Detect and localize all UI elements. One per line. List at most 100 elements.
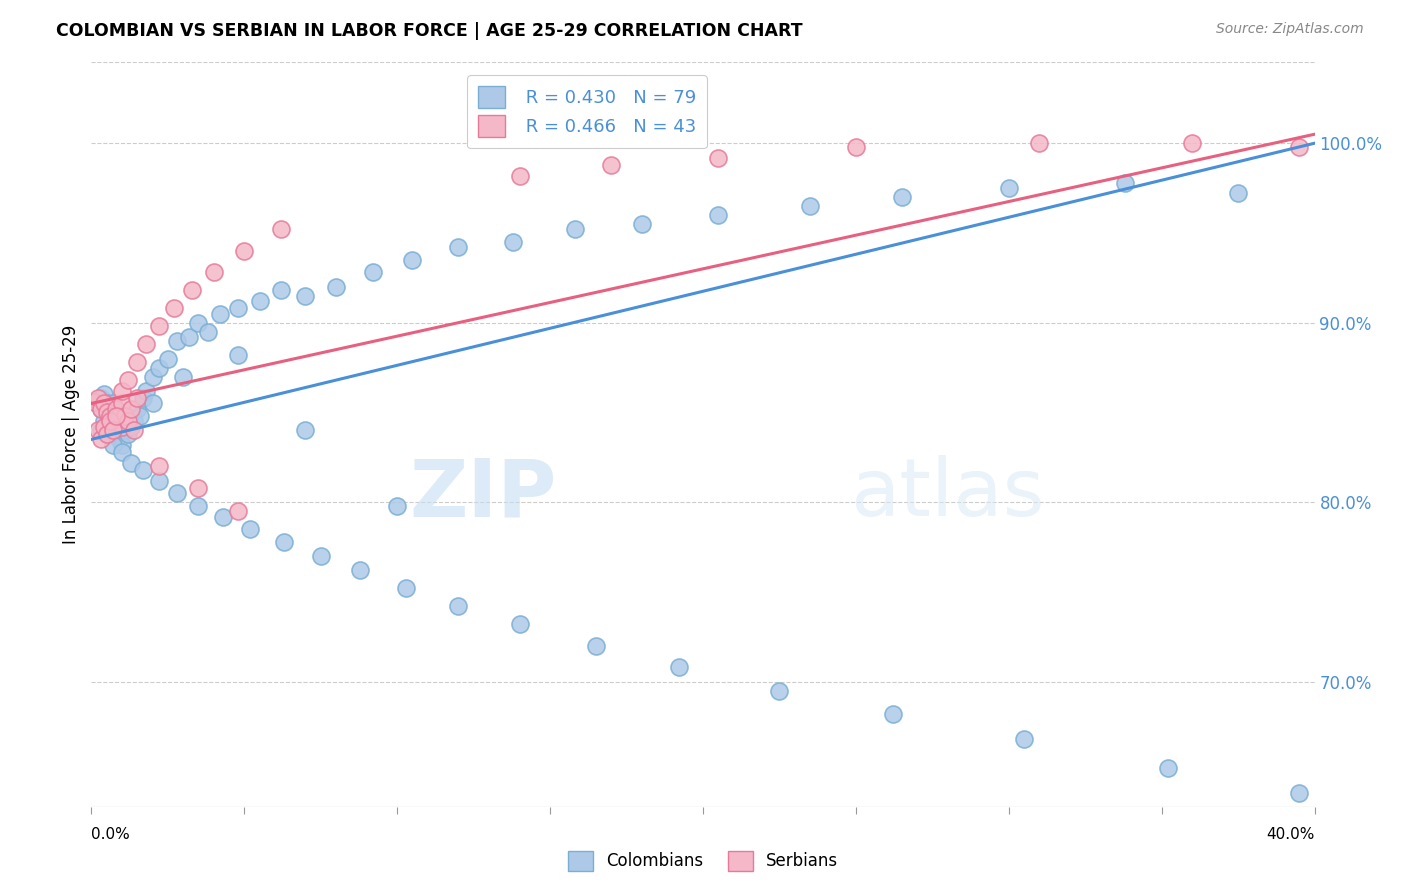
Point: [1288, 140, 1310, 154]
Point: [101, 414, 124, 428]
Point: [98, 405, 121, 419]
Point: [148, 360, 170, 375]
Point: [117, 373, 139, 387]
Point: [502, 235, 524, 249]
Point: [108, 409, 131, 423]
Point: [1114, 176, 1136, 190]
Point: [111, 409, 134, 423]
Point: [401, 252, 423, 267]
Point: [96, 396, 118, 410]
Point: [148, 474, 170, 488]
Point: [90, 423, 112, 437]
Point: [90, 401, 112, 416]
Point: [104, 409, 127, 423]
Point: [135, 384, 157, 398]
Point: [141, 396, 163, 410]
Point: [172, 369, 194, 384]
Point: [273, 534, 295, 549]
Legend:  R = 0.430   N = 79,  R = 0.466   N = 43: R = 0.430 N = 79, R = 0.466 N = 43: [467, 75, 707, 148]
Point: [111, 384, 134, 398]
Point: [208, 307, 231, 321]
Point: [239, 522, 262, 536]
Point: [98, 414, 121, 428]
Point: [93, 419, 115, 434]
Point: [86, 423, 108, 437]
Point: [509, 169, 531, 183]
Point: [111, 419, 134, 434]
Point: [98, 409, 121, 423]
Point: [270, 284, 292, 298]
Point: [294, 423, 316, 437]
Point: [120, 401, 142, 416]
Point: [122, 423, 145, 437]
Point: [361, 265, 384, 279]
Point: [117, 414, 139, 428]
Point: [114, 423, 136, 437]
Point: [117, 426, 139, 441]
Point: [111, 396, 134, 410]
Point: [1028, 136, 1050, 151]
Text: ZIP: ZIP: [409, 456, 557, 533]
Point: [181, 284, 204, 298]
Point: [395, 582, 418, 596]
Point: [93, 414, 115, 428]
Text: Source: ZipAtlas.com: Source: ZipAtlas.com: [1216, 22, 1364, 37]
Point: [600, 158, 623, 172]
Point: [668, 660, 690, 674]
Point: [707, 208, 730, 222]
Point: [101, 438, 124, 452]
Point: [1288, 786, 1310, 800]
Point: [101, 419, 124, 434]
Point: [93, 396, 115, 410]
Point: [799, 199, 821, 213]
Point: [86, 394, 108, 409]
Point: [564, 222, 586, 236]
Point: [101, 423, 124, 437]
Point: [447, 240, 470, 254]
Text: COLOMBIAN VS SERBIAN IN LABOR FORCE | AGE 25-29 CORRELATION CHART: COLOMBIAN VS SERBIAN IN LABOR FORCE | AG…: [56, 22, 803, 40]
Point: [104, 426, 127, 441]
Point: [998, 181, 1021, 195]
Point: [90, 433, 112, 447]
Point: [148, 459, 170, 474]
Point: [197, 325, 219, 339]
Point: [1181, 136, 1204, 151]
Point: [1157, 761, 1180, 775]
Point: [1227, 186, 1250, 201]
Point: [104, 409, 127, 423]
Point: [141, 369, 163, 384]
Point: [104, 401, 127, 416]
Point: [132, 391, 155, 405]
Point: [187, 481, 209, 495]
Point: [845, 140, 868, 154]
Point: [585, 639, 607, 653]
Point: [249, 294, 271, 309]
Point: [108, 433, 131, 447]
Point: [86, 391, 108, 405]
Point: [631, 217, 654, 231]
Text: 40.0%: 40.0%: [1267, 827, 1315, 841]
Point: [129, 409, 152, 423]
Point: [127, 355, 149, 369]
Point: [96, 426, 118, 441]
Point: [148, 319, 170, 334]
Point: [111, 438, 134, 452]
Point: [111, 445, 134, 459]
Point: [325, 280, 347, 294]
Point: [385, 499, 409, 513]
Point: [1012, 732, 1035, 747]
Point: [96, 405, 118, 419]
Point: [132, 463, 155, 477]
Point: [93, 387, 115, 401]
Y-axis label: In Labor Force | Age 25-29: In Labor Force | Age 25-29: [62, 326, 80, 544]
Point: [166, 334, 188, 348]
Point: [226, 504, 249, 518]
Point: [187, 499, 209, 513]
Point: [127, 401, 149, 416]
Point: [509, 617, 531, 632]
Point: [187, 316, 209, 330]
Point: [127, 391, 149, 405]
Point: [270, 222, 292, 236]
Point: [83, 394, 105, 409]
Point: [114, 409, 136, 423]
